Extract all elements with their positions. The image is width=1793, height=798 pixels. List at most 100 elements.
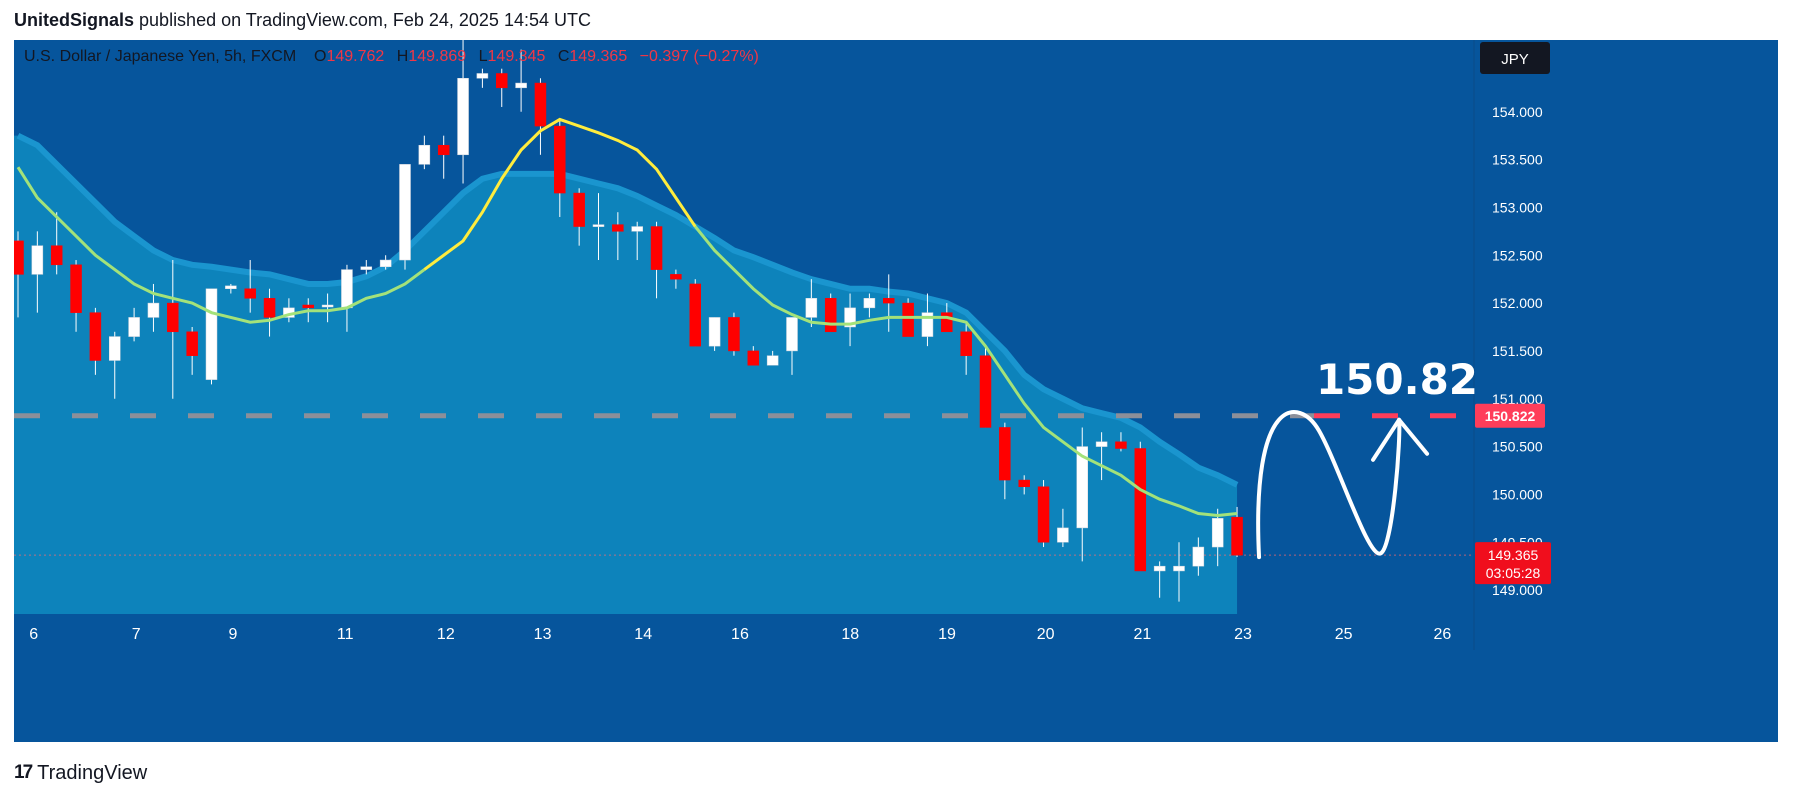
high-label: H [397, 48, 409, 65]
candle-body-bull [1076, 446, 1088, 529]
candle [960, 322, 972, 375]
candle-body-bull [1057, 527, 1069, 543]
candle-body-bear [302, 304, 314, 309]
symbol-title: U.S. Dollar / Japanese Yen, 5h, FXCM [24, 48, 296, 65]
ma-line-green-left [16, 166, 426, 324]
candle [1115, 432, 1127, 452]
candle-body-bull [515, 82, 527, 89]
axes: 149.000149.500150.000150.500151.000151.5… [14, 40, 1543, 650]
candle [534, 78, 547, 155]
candle-body-bull [418, 144, 431, 165]
candle-body-bull [1192, 546, 1205, 567]
x-tick-label: 19 [938, 626, 956, 643]
candle [399, 164, 411, 270]
chart-canvas[interactable]: 149.000149.500150.000150.500151.000151.5… [14, 40, 1778, 742]
candle-body-bull [786, 317, 798, 352]
candle [360, 260, 373, 275]
candle [728, 312, 740, 356]
chart-frame[interactable]: 149.000149.500150.000150.500151.000151.5… [14, 40, 1778, 742]
current-price-tag [1475, 542, 1551, 585]
candle-body-bear [186, 331, 198, 356]
candle-body-bear [941, 312, 953, 333]
y-tick-label: 151.500 [1492, 343, 1543, 359]
x-tick-label: 21 [1134, 626, 1152, 643]
x-tick-label: 11 [337, 626, 354, 643]
candle-body-bull [921, 312, 934, 337]
candle [631, 221, 643, 261]
candle-body-bull [476, 73, 489, 79]
candle-body-bear [554, 125, 566, 194]
candle-body-bull [457, 78, 469, 156]
candle-body-bear [670, 274, 682, 280]
forecast-drawing [1256, 410, 1430, 560]
candle-body-bull [399, 164, 411, 261]
candle [1192, 537, 1205, 576]
publisher-line: UnitedSignals published on TradingView.c… [14, 10, 591, 31]
x-tick-label: 9 [229, 626, 238, 643]
x-tick-label: 18 [841, 626, 859, 643]
candle-body-bear [50, 245, 63, 266]
candle [863, 293, 876, 318]
candle-body-bull [128, 317, 140, 337]
open-value: 149.762 [326, 48, 384, 65]
candle [1231, 506, 1243, 558]
x-tick-label: 7 [132, 626, 141, 643]
candle [650, 221, 663, 299]
candle [50, 212, 63, 275]
candle-body-bear [1115, 441, 1127, 449]
candle [786, 317, 798, 375]
candle-body-bull [1211, 518, 1224, 548]
envelope-fill [14, 135, 1238, 614]
candle-body-bull [805, 298, 818, 318]
change-value: −0.397 (−0.27%) [640, 48, 759, 65]
candle-body-bull [31, 245, 44, 275]
candle-body-bear [650, 226, 663, 270]
x-tick-label: 6 [29, 626, 38, 643]
candle [457, 40, 469, 184]
x-axis-band [14, 614, 1474, 650]
currency-badge[interactable]: JPY [1480, 42, 1550, 74]
candle-body-bear [979, 355, 992, 428]
candle [1134, 441, 1147, 572]
target-price-tag [1475, 403, 1545, 428]
candle-body-bull [205, 288, 218, 380]
x-tick-label: 23 [1234, 626, 1252, 643]
high-value: 149.869 [408, 48, 466, 65]
candle [1173, 542, 1185, 602]
forecast-arrow-head [1371, 417, 1430, 462]
candle-body-bear [612, 224, 624, 232]
candle [1076, 427, 1088, 562]
candle [437, 135, 450, 179]
countdown-label: 03:05:28 [1486, 565, 1541, 581]
candle-body-bull [341, 269, 353, 309]
current-price-tag-label: 149.365 [1488, 547, 1539, 563]
low-label: L [479, 48, 488, 65]
candle [766, 350, 779, 366]
publisher-author[interactable]: UnitedSignals [14, 10, 135, 30]
candle [418, 135, 431, 170]
candle-body-bull [844, 307, 856, 328]
candle-body-bear [1037, 486, 1050, 543]
candle-body-bear [999, 427, 1011, 481]
currency-badge-label: JPY [1501, 51, 1529, 68]
candle-body-bear [883, 298, 895, 304]
y-tick-label: 150.000 [1492, 486, 1543, 502]
candle-body-bear [437, 144, 450, 156]
y-tick-label: 152.000 [1492, 295, 1543, 311]
candle-body-bull [592, 224, 605, 227]
candle-body-bear [824, 298, 837, 333]
close-label: C [558, 48, 570, 65]
target-level: 150.82 [14, 355, 1478, 556]
candle-body-bear [747, 350, 760, 366]
candle-body-bull [631, 226, 643, 232]
footer-brand[interactable]: 17 TradingView [14, 760, 147, 786]
target-price-tag-label: 150.822 [1485, 408, 1536, 424]
candle-body-bull [321, 304, 334, 308]
candle [186, 327, 198, 375]
candle-body-bear [573, 192, 585, 227]
candle [1018, 475, 1030, 495]
candle-body-bear [14, 240, 24, 275]
x-tick-label: 25 [1335, 626, 1353, 643]
x-tick-label: 13 [534, 626, 552, 643]
x-tick-label: 16 [731, 626, 749, 643]
